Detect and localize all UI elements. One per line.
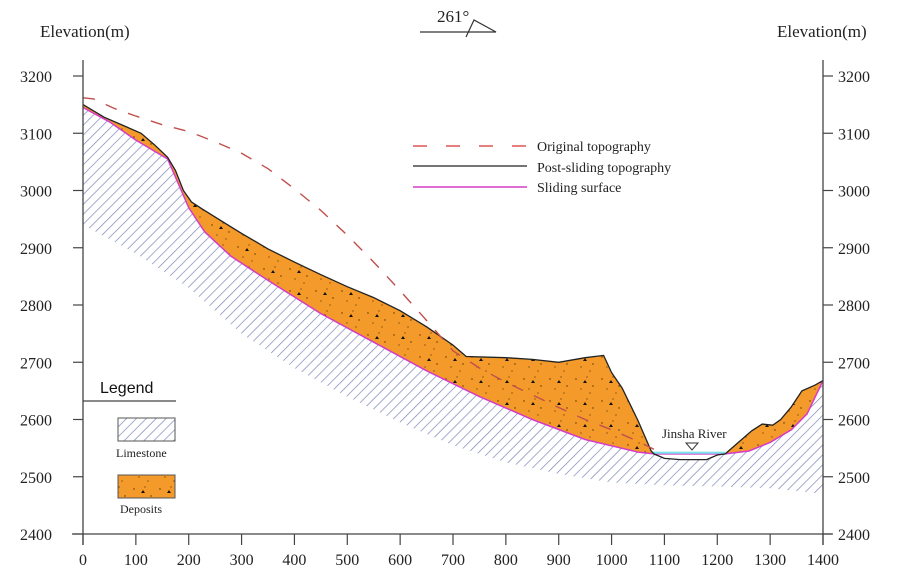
deposit-region: [83, 104, 653, 454]
limestone-region: [83, 107, 823, 494]
y-tick-label-left: 2400: [20, 527, 52, 544]
right-axis-label: Elevation(m): [777, 22, 867, 41]
y-tick-label-left: 3200: [20, 69, 52, 86]
y-tick-label-right: 2800: [838, 298, 870, 315]
y-tick-label-right: 3200: [838, 69, 870, 86]
x-tick-label: 1400: [807, 552, 839, 569]
x-tick-label: 400: [282, 552, 306, 569]
y-tick-label-left: 2900: [20, 241, 52, 258]
x-tick-label: 300: [230, 552, 254, 569]
x-tick-label: 1300: [754, 552, 786, 569]
original-topography-line: [82, 97, 655, 450]
deposit-region: [725, 381, 822, 454]
x-tick-label: 900: [547, 552, 571, 569]
y-tick-label-left: 2500: [20, 470, 52, 487]
x-tick-label: 800: [494, 552, 518, 569]
post-sliding-topography-line: [82, 104, 824, 461]
y-tick-label-left: 3100: [20, 126, 52, 143]
river-annotation: Jinsha River: [662, 426, 727, 451]
water-level-icon: [684, 442, 700, 451]
y-tick-label-right: 3100: [838, 126, 870, 143]
axes: 2400 2400 2500 2500 2600 2600 2700 2700 2800 2800…: [20, 60, 870, 569]
orientation-label: 261°: [437, 7, 469, 26]
sliding-surface-line: [82, 106, 824, 455]
y-tick-label-left: 2800: [20, 298, 52, 315]
x-tick-label: 1200: [701, 552, 733, 569]
y-tick-label-right: 2400: [838, 527, 870, 544]
legend-title: Legend: [100, 380, 153, 397]
material-legend: Legend Limestone Deposits: [83, 380, 176, 516]
y-tick-label-left: 2600: [20, 413, 52, 430]
y-tick-label-right: 3000: [838, 184, 870, 201]
legend-label-post-sliding: Post-sliding topography: [537, 161, 671, 176]
legend-label-sliding-surface: Sliding surface: [537, 181, 621, 196]
y-tick-label-left: 2700: [20, 355, 52, 372]
x-tick-label: 0: [79, 552, 87, 569]
y-tick-label-left: 3000: [20, 184, 52, 201]
y-tick-label-right: 2500: [838, 470, 870, 487]
legend-swatch-limestone: [117, 417, 176, 442]
profile-lines: [82, 97, 824, 461]
dip-arrow-icon: [465, 19, 497, 38]
orientation-symbol: 261°: [420, 7, 497, 38]
x-tick-label: 200: [177, 552, 201, 569]
deposits-body: [83, 104, 822, 454]
x-tick-label: 1000: [596, 552, 628, 569]
x-tick-label: 100: [124, 552, 148, 569]
y-tick-label-right: 2600: [838, 413, 870, 430]
legend-swatch-deposits: [117, 474, 176, 499]
x-tick-label: 500: [335, 552, 359, 569]
legend-label-limestone: Limestone: [116, 446, 167, 460]
legend-label-original: Original topography: [537, 140, 651, 155]
river-label: Jinsha River: [662, 426, 727, 441]
limestone-body: [83, 107, 823, 494]
y-tick-label-right: 2900: [838, 241, 870, 258]
line-legend: Original topography Post-sliding topogra…: [413, 140, 671, 196]
x-tick-label: 700: [441, 552, 465, 569]
y-tick-label-right: 2700: [838, 355, 870, 372]
legend-label-deposits: Deposits: [120, 502, 162, 516]
x-tick-label: 600: [388, 552, 412, 569]
x-tick-label: 1100: [649, 552, 680, 569]
left-axis-label: Elevation(m): [40, 22, 130, 41]
